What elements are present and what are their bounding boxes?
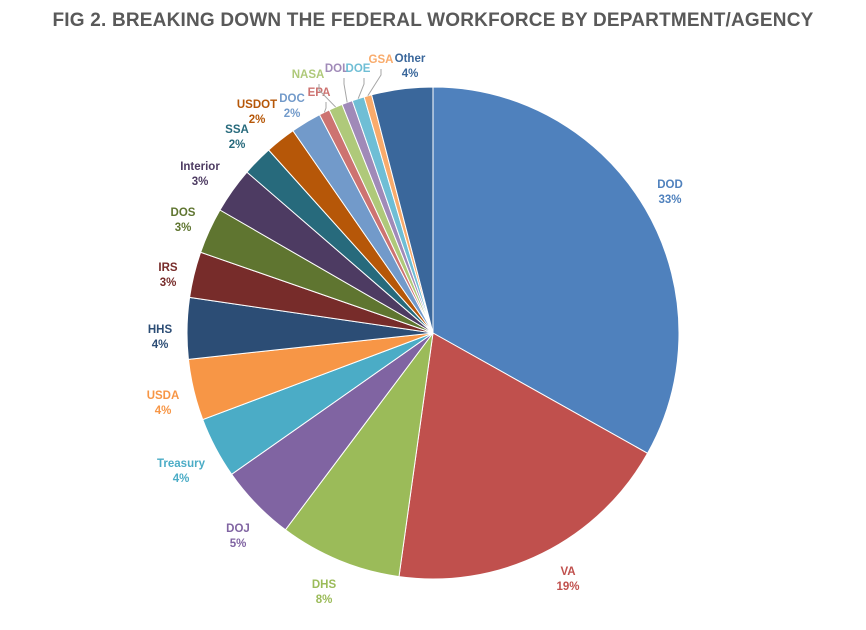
leader-line-gsa <box>367 69 382 97</box>
leader-line-epa <box>323 102 327 113</box>
leader-line-dol <box>343 78 348 103</box>
slice-percent-label: 2% <box>284 108 301 120</box>
slice-category-label: DOJ <box>226 523 250 535</box>
slice-percent-label: 19% <box>556 581 579 593</box>
slice-category-label: SSA <box>225 124 249 136</box>
slice-category-label: DOE <box>346 63 371 75</box>
slice-category-label: Treasury <box>157 458 206 470</box>
pie-slice-other <box>370 86 434 334</box>
slice-category-label: VA <box>560 566 575 578</box>
slice-percent-label: 5% <box>230 538 247 550</box>
slice-percent-label: 3% <box>160 277 177 289</box>
slice-percent-label: 4% <box>402 68 419 80</box>
pie-slice-dod <box>432 86 680 454</box>
pie-slice-dhs <box>284 332 434 578</box>
slice-category-label: USDOT <box>237 99 277 111</box>
slice-category-label: Interior <box>180 161 220 173</box>
slice-category-label: Other <box>395 53 426 65</box>
slice-category-label: DOD <box>657 179 683 191</box>
slice-percent-label: 8% <box>316 594 333 606</box>
slice-category-label: DOC <box>279 93 305 105</box>
slice-percent-label: 4% <box>173 473 190 485</box>
slice-category-label: GSA <box>369 54 394 66</box>
slice-category-label: IRS <box>158 262 178 274</box>
slice-category-label: DOS <box>171 207 196 219</box>
slice-category-label: HHS <box>148 324 173 336</box>
leader-line-nasa <box>318 84 337 108</box>
slice-percent-label: 3% <box>175 222 192 234</box>
leader-line-doe <box>357 78 365 99</box>
slice-percent-label: 2% <box>249 114 266 126</box>
pie-slice-va <box>398 332 649 580</box>
slice-percent-label: 33% <box>658 194 681 206</box>
slice-category-label: DHS <box>312 579 337 591</box>
slice-category-label: DOL <box>325 63 349 75</box>
chart-title: FIG 2. BREAKING DOWN THE FEDERAL WORKFOR… <box>52 10 814 31</box>
slice-category-label: NASA <box>292 69 325 81</box>
slice-category-label: USDA <box>147 390 180 402</box>
slice-percent-label: 4% <box>155 405 172 417</box>
slice-percent-label: 2% <box>229 139 246 151</box>
slice-percent-label: 3% <box>192 176 209 188</box>
slice-percent-label: 4% <box>152 339 169 351</box>
